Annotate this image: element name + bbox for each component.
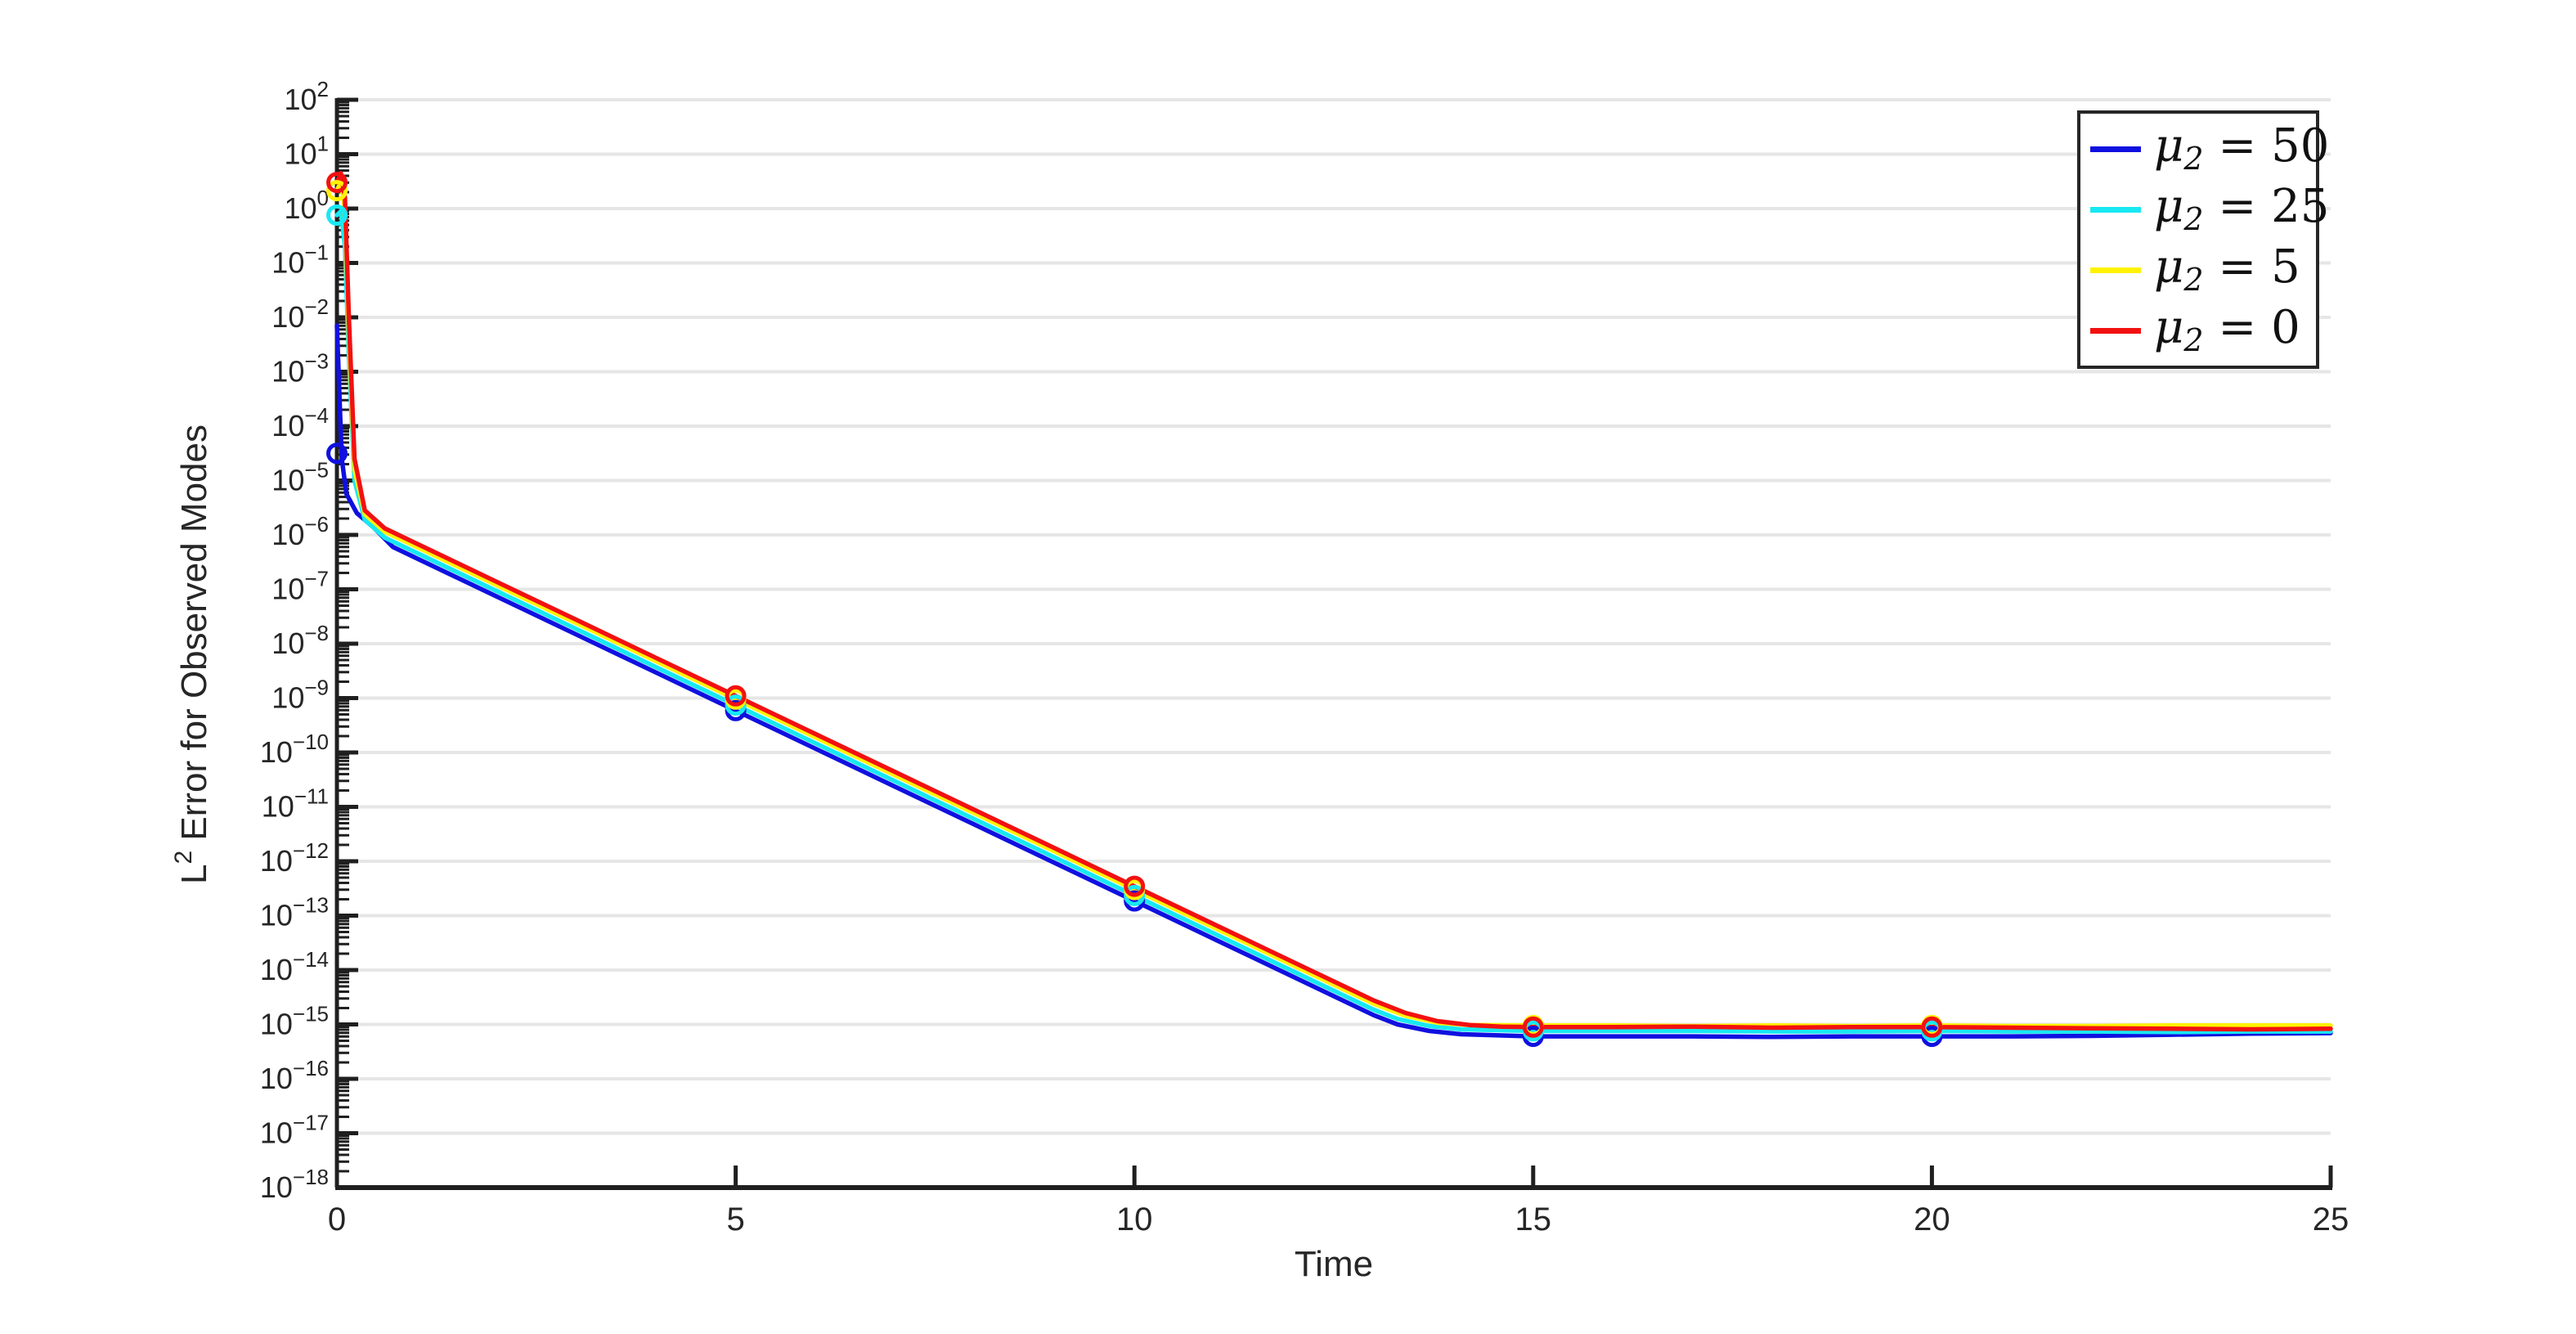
- y-tick-label: 10−15: [260, 1002, 329, 1041]
- y-tick-label: 102: [284, 77, 329, 116]
- x-tick-label: 15: [1515, 1201, 1552, 1237]
- data-series: [334, 171, 2333, 1040]
- legend-item-mu2-25: μ2 = 25: [2080, 184, 2329, 235]
- legend-label: μ2 = 0: [2154, 301, 2300, 358]
- series-marker-mu2-0: [725, 685, 747, 707]
- y-tick-label: 10−10: [260, 730, 329, 769]
- y-tick-label: 101: [284, 132, 329, 171]
- y-tick-label: 10−3: [272, 349, 329, 389]
- y-tick-label: 10−18: [260, 1165, 329, 1204]
- data-markers: [326, 172, 1943, 1048]
- x-tick-label: 5: [726, 1201, 744, 1237]
- y-tick-label: 10−11: [262, 784, 329, 824]
- legend-label: μ2 = 25: [2154, 180, 2330, 237]
- series-line-mu2-5: [334, 179, 2333, 1029]
- y-axis-label: L2 Error for Observed Modes: [170, 424, 214, 884]
- x-tick-label: 0: [328, 1201, 346, 1237]
- x-axis-label: Time: [1295, 1244, 1373, 1284]
- legend-line-sample-yellow: [2090, 267, 2141, 273]
- legend-line-sample-blue: [2090, 146, 2141, 152]
- legend-line-sample-red: [2090, 327, 2141, 334]
- legend-label: μ2 = 5: [2154, 240, 2300, 298]
- legend-label: μ2 = 50: [2154, 119, 2330, 177]
- y-tick-label: 10−16: [260, 1056, 329, 1095]
- y-tick-label: 10−12: [260, 838, 329, 878]
- x-tick-label: 10: [1116, 1201, 1153, 1237]
- series-marker-mu2-0: [326, 172, 348, 194]
- series-marker-mu2-0: [1921, 1016, 1943, 1038]
- y-tick-label: 10−5: [272, 458, 329, 497]
- y-tick-label: 10−9: [272, 676, 329, 715]
- series-line-mu2-25: [334, 209, 2333, 1035]
- y-tick-label: 10−17: [260, 1111, 329, 1150]
- series-line-mu2-0: [334, 171, 2333, 1032]
- series-line-mu2-50: [334, 323, 2333, 1040]
- legend-item-mu2-50: μ2 = 50: [2080, 124, 2329, 174]
- y-tick-label: 10−1: [272, 240, 329, 280]
- legend: μ2 = 50 μ2 = 25 μ2 = 5 μ2 = 0: [2077, 110, 2329, 369]
- tick-labels: 10210110010−110−210−310−410−510−610−710−…: [260, 77, 2349, 1237]
- y-tick-label: 10−4: [272, 403, 329, 442]
- y-tick-label: 10−14: [260, 947, 329, 986]
- series-marker-mu2-50: [326, 442, 348, 465]
- x-tick-label: 25: [2313, 1201, 2349, 1237]
- series-marker-mu2-0: [1522, 1016, 1544, 1038]
- series-marker-mu2-25: [326, 204, 348, 226]
- y-tick-label: 10−6: [272, 512, 329, 551]
- series-marker-mu2-5: [326, 180, 348, 202]
- y-tick-label: 100: [284, 186, 329, 225]
- legend-line-sample-cyan: [2090, 206, 2141, 213]
- y-tick-label: 10−2: [272, 294, 329, 334]
- gridlines: [337, 98, 2331, 1135]
- series-marker-mu2-0: [1124, 875, 1146, 897]
- y-tick-label: 10−7: [272, 567, 329, 606]
- legend-item-mu2-0: μ2 = 0: [2080, 305, 2316, 356]
- legend-item-mu2-5: μ2 = 5: [2080, 245, 2316, 295]
- y-tick-label: 10−13: [260, 893, 329, 932]
- tick-marks: [334, 97, 2333, 1190]
- x-tick-label: 20: [1914, 1201, 1950, 1237]
- y-tick-label: 10−8: [272, 621, 329, 660]
